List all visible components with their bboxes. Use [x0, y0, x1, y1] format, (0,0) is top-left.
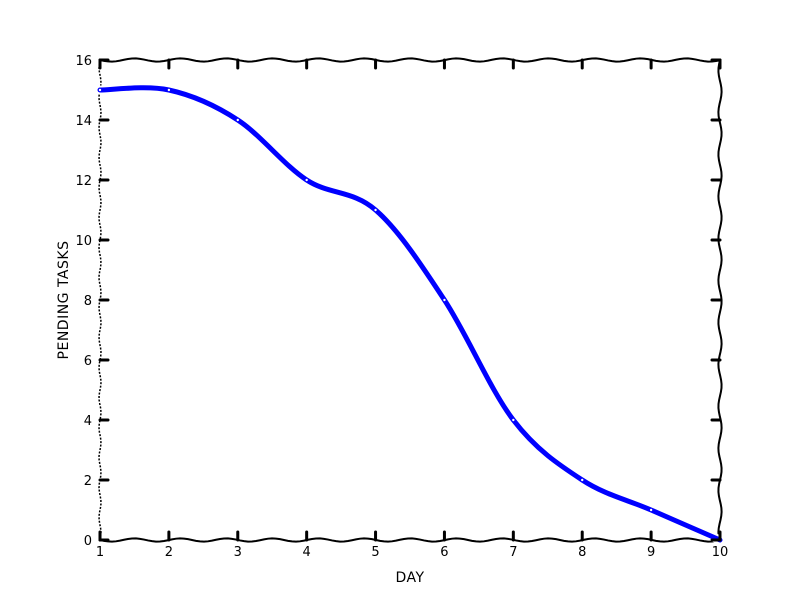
x-tick-label: 2 [165, 545, 173, 560]
x-tick-label: 5 [371, 545, 379, 560]
data-point [98, 88, 102, 92]
frame-bottom [99, 537, 721, 543]
x-tick-label: 4 [303, 545, 311, 560]
y-tick-label: 10 [75, 234, 92, 249]
axes [98, 57, 723, 543]
data-point [649, 508, 653, 512]
x-tick-label: 9 [647, 545, 655, 560]
data-point [305, 178, 308, 182]
data-point [581, 478, 584, 482]
y-tick-label: 8 [84, 294, 92, 309]
y-tick-label: 2 [84, 474, 92, 489]
y-tick-label: 16 [75, 54, 92, 69]
data-point [443, 298, 446, 302]
x-tick-label: 10 [712, 545, 729, 560]
data-point [512, 418, 515, 422]
x-tick-label: 1 [96, 545, 104, 560]
frame-right [717, 59, 723, 541]
x-tick-label: 6 [440, 545, 448, 560]
y-axis-label: PENDING TASKS [56, 241, 72, 360]
y-tick-label: 6 [84, 354, 92, 369]
y-tick-label: 14 [75, 114, 92, 129]
x-axis-label: DAY [395, 570, 424, 586]
x-tick-label: 3 [234, 545, 242, 560]
y-tick-label: 4 [84, 414, 92, 429]
data-point [167, 88, 171, 92]
y-tick-label: 0 [84, 534, 92, 549]
data-point [374, 208, 377, 212]
data-point [236, 118, 239, 122]
frame-top [99, 57, 721, 63]
series-line [97, 85, 723, 543]
series-layer [95, 83, 725, 545]
y-tick-label: 12 [75, 174, 92, 189]
x-tick-label: 7 [509, 545, 517, 560]
x-tick-label: 8 [578, 545, 586, 560]
series-line-halo [95, 83, 725, 545]
